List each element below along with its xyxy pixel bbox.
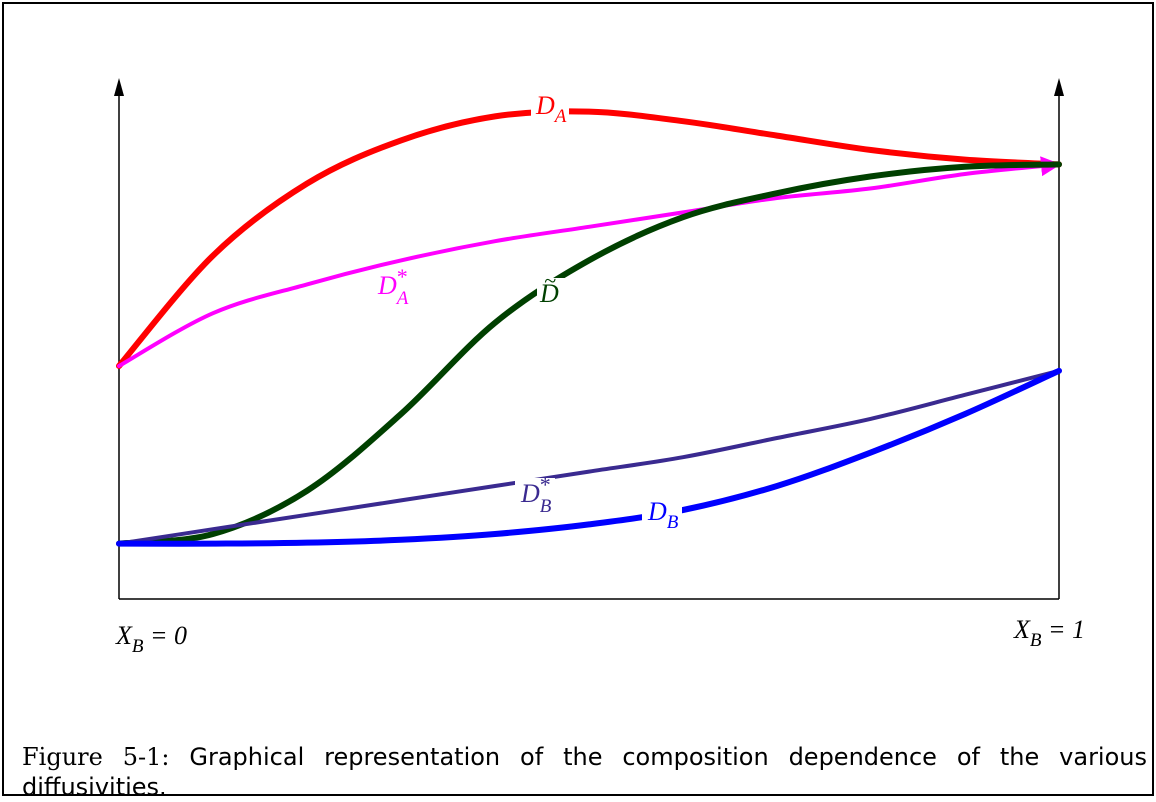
series-lines bbox=[116, 108, 1062, 547]
figure-caption: Figure 5-1: Graphical representation of … bbox=[22, 742, 1147, 802]
diffusivity-chart: DA D* A D~ D* B DB XB = 0 XB = 1 bbox=[114, 78, 1085, 657]
x-axis-labels: XB = 0 XB = 1 bbox=[115, 615, 1085, 657]
caption-text: Graphical representation of the composit… bbox=[22, 743, 1148, 801]
series-label: DA bbox=[535, 91, 567, 127]
series-line-d-a bbox=[116, 108, 1062, 369]
series-label: D bbox=[539, 279, 559, 308]
series-label-knockout bbox=[370, 270, 414, 306]
x-axis-label-left: XB = 0 bbox=[115, 621, 187, 657]
series-line-d-b-star bbox=[117, 368, 1061, 546]
series-label-knockout bbox=[515, 478, 555, 514]
series-line-d-tilde bbox=[116, 161, 1062, 547]
tilde-accent: ~ bbox=[544, 268, 556, 293]
series-label: DB bbox=[647, 497, 679, 533]
series-label: D* B bbox=[520, 472, 552, 517]
axes bbox=[114, 78, 1064, 600]
x-axis-label-right: XB = 1 bbox=[1013, 615, 1085, 651]
left-axis-arrow-icon bbox=[114, 78, 124, 96]
series-label-knockout bbox=[531, 90, 569, 126]
series-label-knockout bbox=[642, 496, 682, 532]
series-label: D* A bbox=[377, 264, 409, 309]
series-labels: DA D* A D~ D* B DB bbox=[370, 90, 682, 533]
series-line-d-a-star bbox=[117, 156, 1061, 368]
series-label-knockout bbox=[537, 278, 571, 314]
right-axis-arrow-icon bbox=[1054, 78, 1064, 96]
caption-prefix: Figure 5-1: bbox=[22, 743, 170, 771]
series-line-d-b bbox=[116, 367, 1062, 547]
